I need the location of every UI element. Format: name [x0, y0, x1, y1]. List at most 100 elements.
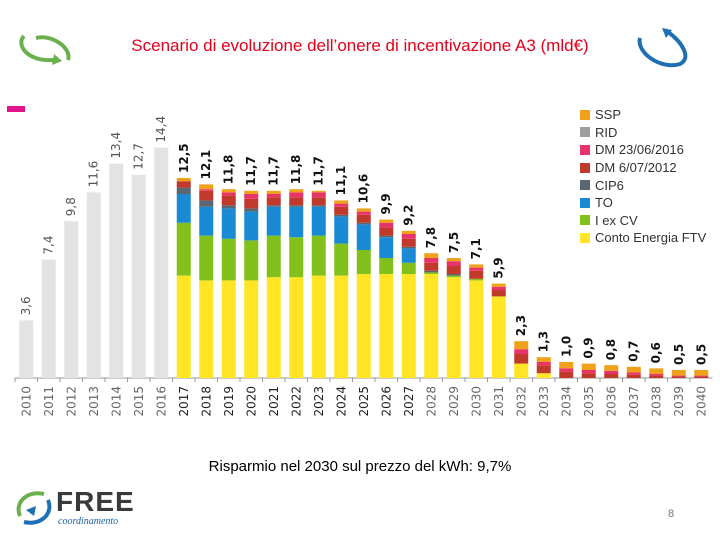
x-tick-label: 2032 [514, 386, 528, 417]
bar-segment-i-ex-cv [266, 235, 281, 278]
x-tick-label: 2021 [267, 386, 281, 417]
bar-segment-i-ex-cv [334, 243, 349, 276]
legend-swatch [580, 180, 590, 191]
bar-segment-dm-23-06-2016 [446, 261, 461, 266]
pink-marker [7, 106, 25, 112]
bar-segment-cip6 [334, 214, 349, 217]
bar-segment-i-ex-cv [424, 272, 439, 274]
x-tick-label: 2019 [222, 386, 236, 417]
bar-segment-cip6 [311, 205, 326, 207]
x-tick-label: 2011 [42, 386, 56, 417]
bar-segment-dm-23-06-2016 [221, 192, 236, 196]
legend-swatch [580, 144, 590, 155]
data-label: 0,7 [627, 341, 641, 362]
legend-item: CIP6 [580, 176, 706, 194]
bar-segment-conto-energia-ftv [379, 274, 394, 378]
x-tick-label: 2035 [582, 386, 596, 417]
x-tick-label: 2017 [177, 386, 191, 417]
legend-swatch [580, 109, 590, 120]
bar-segment-to [244, 211, 259, 241]
data-label: 2,3 [514, 315, 528, 336]
bar-segment-dm-6-07-2012 [491, 290, 506, 297]
bar-segment-dm-23-06-2016 [244, 194, 259, 199]
data-label: 9,8 [64, 197, 78, 216]
bar-segment-i-ex-cv [401, 262, 416, 274]
bar-segment-dm-23-06-2016 [626, 372, 641, 375]
bar-segment-cip6 [401, 246, 416, 249]
bar-segment-ssp [581, 363, 596, 370]
bar-segment-ssp [424, 253, 439, 258]
bar-segment-conto-energia-ftv [199, 280, 214, 378]
bar-segment-dm-23-06-2016 [266, 194, 281, 198]
bar-segment-dm-23-06-2016 [401, 234, 416, 239]
x-tick-label: 2010 [19, 386, 33, 417]
x-tick-label: 2023 [312, 386, 326, 417]
data-label: 11,7 [312, 156, 326, 186]
bar-segment-ssp [626, 366, 641, 373]
legend-label: DM 6/07/2012 [595, 160, 677, 176]
bar-segment-ssp [401, 230, 416, 234]
bar-segment-dm-6-07-2012 [221, 195, 236, 206]
legend-label: Conto Energia FTV [595, 230, 707, 246]
bar-segment-to [221, 208, 236, 239]
bar-segment-ssp [176, 178, 191, 182]
x-tick-label: 2018 [199, 386, 213, 417]
x-tick-label: 2015 [132, 386, 146, 417]
bar-segment-dm-6-07-2012 [559, 371, 574, 378]
bar-segment-ssp [649, 368, 664, 374]
bar-segment-ssp [334, 200, 349, 204]
bar-segment-dm-6-07-2012 [199, 190, 214, 201]
bar-segment-conto-energia-ftv [334, 275, 349, 378]
data-label: 0,5 [672, 344, 686, 365]
bar-historical [41, 259, 56, 378]
bar-segment-to [266, 206, 281, 236]
bar-segment-cip6 [244, 208, 259, 212]
x-tick-label: 2027 [402, 386, 416, 417]
data-label: 0,6 [649, 342, 663, 363]
bar-segment-i-ex-cv [311, 235, 326, 276]
logo-text: FREE [56, 486, 135, 517]
bar-segment-conto-energia-ftv [469, 280, 484, 378]
legend-label: TO [595, 195, 613, 211]
bar-segment-to [356, 224, 371, 250]
bar-segment-ssp [221, 189, 236, 193]
data-label: 14,4 [154, 116, 168, 143]
legend-item: DM 6/07/2012 [580, 159, 706, 177]
bar-segment-ssp [289, 189, 304, 193]
x-tick-label: 2016 [154, 386, 168, 417]
bar-segment-conto-energia-ftv [289, 277, 304, 378]
legend-item: I ex CV [580, 212, 706, 230]
x-tick-label: 2029 [447, 386, 461, 417]
bar-segment-dm-23-06-2016 [289, 192, 304, 198]
bar-segment-dm-6-07-2012 [401, 238, 416, 247]
data-label: 7,8 [424, 227, 438, 248]
bar-segment-i-ex-cv [176, 222, 191, 276]
data-label: 11,1 [334, 166, 348, 196]
bar-segment-conto-energia-ftv [446, 277, 461, 378]
bar-segment-ssp [694, 370, 709, 376]
bar-segment-dm-6-07-2012 [671, 376, 686, 378]
bar-segment-conto-energia-ftv [424, 274, 439, 378]
bar-segment-ssp [266, 190, 281, 194]
data-label: 10,6 [357, 174, 371, 204]
bar-segment-dm-23-06-2016 [559, 368, 574, 372]
data-label: 13,4 [109, 132, 123, 159]
bar-segment-ssp [446, 258, 461, 262]
bar-segment-cip6 [199, 200, 214, 207]
bar-segment-dm-23-06-2016 [356, 211, 371, 215]
bar-segment-dm-23-06-2016 [424, 258, 439, 263]
bar-segment-dm-6-07-2012 [356, 214, 371, 223]
x-tick-label: 2022 [289, 386, 303, 417]
data-label: 11,8 [222, 155, 236, 185]
bar-segment-conto-energia-ftv [356, 274, 371, 378]
bar-segment-dm-6-07-2012 [536, 365, 551, 374]
bar-segment-ssp [469, 264, 484, 268]
bar-historical [86, 192, 101, 378]
free-logo: FREE coordinamento [14, 486, 164, 530]
bar-segment-cip6 [176, 187, 191, 194]
x-tick-label: 2033 [537, 386, 551, 417]
x-tick-label: 2013 [87, 386, 101, 417]
data-label: 1,3 [537, 331, 551, 352]
legend-label: RID [595, 124, 618, 140]
bar-segment-i-ex-cv [469, 278, 484, 281]
